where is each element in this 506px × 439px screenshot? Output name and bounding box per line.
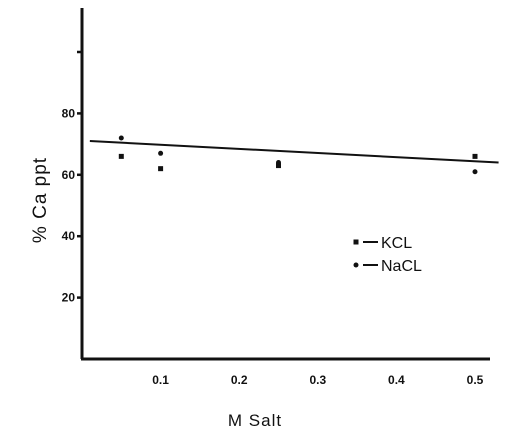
x-tick-label: 0.2 — [231, 373, 248, 387]
y-tick-label: 40 — [62, 229, 76, 243]
y-tick-label: 60 — [62, 168, 76, 182]
legend-label-nacl: NaCL — [381, 258, 422, 275]
legend-marker-kcl — [353, 239, 359, 245]
point-kcl — [276, 163, 281, 169]
legend-label-kcl: KCL — [381, 235, 412, 252]
point-nacl — [158, 150, 164, 156]
point-kcl — [158, 166, 164, 172]
x-tick-label: 0.1 — [152, 373, 169, 387]
trend-line — [89, 140, 499, 164]
point-nacl — [276, 160, 281, 166]
x-tick-label: 0.4 — [388, 373, 405, 387]
y-tick-label: 20 — [62, 291, 76, 305]
point-nacl — [118, 135, 124, 141]
point-kcl — [472, 153, 478, 159]
y-axis-title: % Ca ppt — [30, 157, 51, 243]
point-kcl — [118, 153, 124, 159]
x-axis-title: M Salt — [228, 411, 282, 430]
point-nacl — [472, 169, 478, 175]
x-tick-label: 0.5 — [467, 373, 484, 387]
plot-area: 20 40 60 80 0.1 0.2 0.3 0.4 0.5 — [62, 8, 499, 387]
legend-marker-nacl — [353, 262, 359, 268]
x-tick-label: 0.3 — [309, 373, 326, 387]
legend: KCL NaCL — [353, 235, 422, 275]
y-tick-label: 80 — [62, 106, 76, 120]
